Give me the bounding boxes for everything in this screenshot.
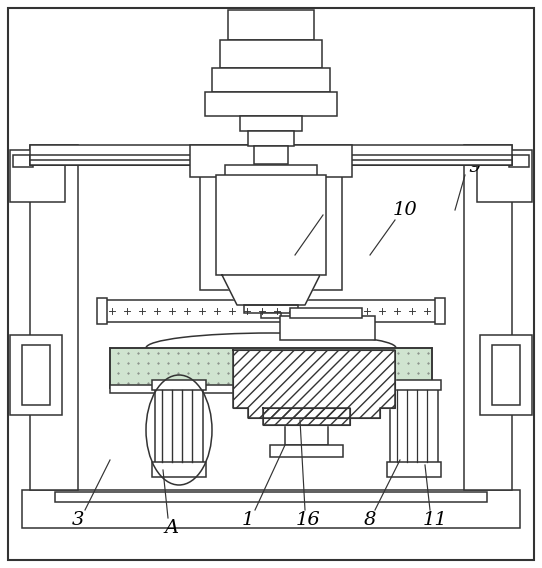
Text: 8: 8 <box>364 511 376 529</box>
Bar <box>10 150 65 202</box>
Bar <box>254 146 288 164</box>
Bar <box>280 316 375 340</box>
Bar <box>220 40 322 68</box>
Bar <box>212 68 330 92</box>
Bar <box>261 313 281 318</box>
Bar <box>205 92 337 116</box>
Text: 1: 1 <box>242 511 254 529</box>
Bar <box>200 175 342 290</box>
Bar <box>152 462 206 477</box>
Bar <box>30 145 512 165</box>
Bar <box>387 380 441 390</box>
Bar <box>477 150 532 202</box>
Text: 16: 16 <box>295 511 320 529</box>
Bar <box>30 145 78 490</box>
Text: 9: 9 <box>469 158 481 176</box>
Bar <box>387 462 441 477</box>
Bar <box>55 492 487 502</box>
Bar <box>464 145 512 490</box>
Bar <box>492 345 520 405</box>
Bar <box>290 308 362 318</box>
Bar <box>216 175 326 275</box>
Bar <box>30 160 512 165</box>
Bar <box>190 145 352 177</box>
Text: 3: 3 <box>72 511 84 529</box>
Bar <box>22 345 50 405</box>
Bar <box>240 116 302 131</box>
Polygon shape <box>233 350 395 418</box>
Text: 2: 2 <box>324 196 336 214</box>
Bar <box>270 445 343 457</box>
Bar <box>285 425 328 445</box>
Bar <box>22 490 520 528</box>
Bar <box>390 388 438 468</box>
Bar <box>110 348 432 388</box>
Text: 10: 10 <box>392 201 417 219</box>
Bar <box>225 165 317 180</box>
Text: A: A <box>165 519 179 537</box>
Bar <box>228 10 314 40</box>
Polygon shape <box>263 408 350 425</box>
Bar <box>480 335 532 415</box>
Bar <box>248 131 294 146</box>
Bar <box>10 335 62 415</box>
Bar <box>97 298 107 324</box>
Polygon shape <box>222 275 320 305</box>
Bar <box>155 388 203 468</box>
Bar <box>30 155 512 165</box>
Bar <box>152 380 206 390</box>
Bar <box>103 300 439 322</box>
Bar <box>244 305 298 313</box>
Text: 11: 11 <box>423 511 447 529</box>
Bar <box>509 155 529 167</box>
Bar <box>435 298 445 324</box>
Bar <box>110 385 432 393</box>
Bar <box>13 155 33 167</box>
